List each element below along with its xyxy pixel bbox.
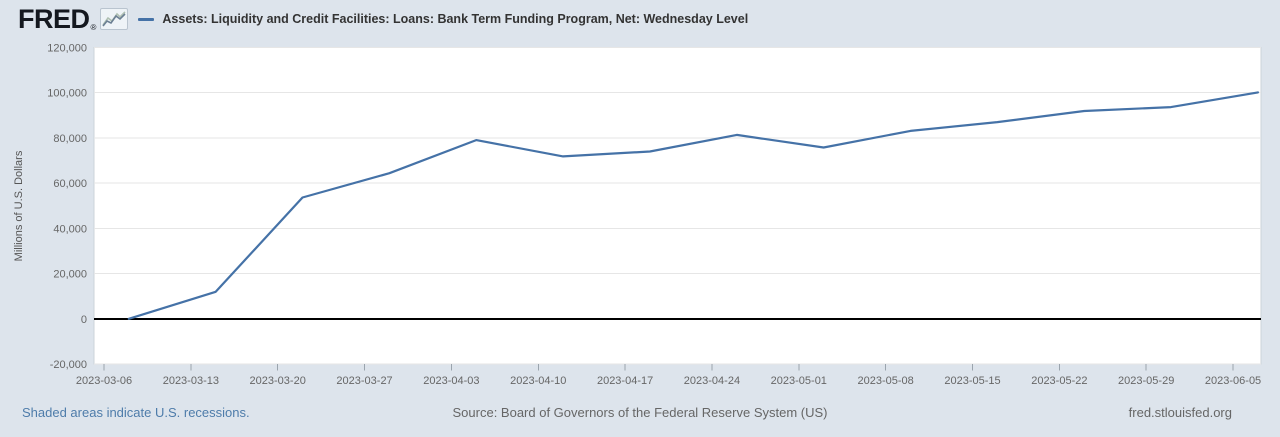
y-tick-label: 40,000: [53, 223, 87, 235]
x-tick-label: 2023-04-24: [684, 375, 740, 387]
plot-area[interactable]: [93, 47, 1262, 365]
fred-sparkline-icon: [100, 8, 129, 30]
x-tick-label: 2023-05-08: [858, 375, 914, 387]
x-tick-label: 2023-05-29: [1118, 375, 1174, 387]
y-tick-label: 60,000: [53, 178, 87, 190]
fred-logo[interactable]: FRED ®: [18, 3, 129, 34]
y-tick-label: -20,000: [50, 359, 87, 371]
y-tick-label: 100,000: [47, 88, 87, 100]
x-tick-label: 2023-03-27: [336, 375, 392, 387]
site-link[interactable]: fred.stlouisfed.org: [1128, 405, 1232, 420]
registered-trademark-symbol: ®: [90, 22, 97, 32]
x-tick-label: 2023-04-17: [597, 375, 653, 387]
legend-line-swatch: [138, 17, 155, 21]
x-tick-label: 2023-04-03: [423, 375, 479, 387]
header: FRED ® Assets: Liquidity and Credit Faci…: [0, 0, 1280, 38]
x-tick-label: 2023-05-22: [1031, 375, 1087, 387]
x-tick-label: 2023-04-10: [510, 375, 566, 387]
source-attribution: Source: Board of Governors of the Federa…: [452, 405, 828, 420]
x-tick-label: 2023-05-01: [771, 375, 827, 387]
y-tick-label: 20,000: [53, 269, 87, 281]
y-tick-label: 80,000: [53, 133, 87, 145]
y-tick-label: 0: [81, 314, 87, 326]
y-axis-title: Millions of U.S. Dollars: [13, 150, 25, 261]
x-tick-label: 2023-05-15: [944, 375, 1000, 387]
x-tick-label: 2023-03-13: [163, 375, 219, 387]
series-title-link[interactable]: Assets: Liquidity and Credit Facilities:…: [162, 12, 749, 26]
x-axis: 2023-03-06 2023-03-13 2023-03-20 2023-03-27…: [76, 364, 1261, 387]
x-tick-label: 2023-03-06: [76, 375, 132, 387]
recessions-note-link[interactable]: Shaded areas indicate U.S. recessions.: [22, 405, 250, 420]
x-tick-label: 2023-06-05: [1205, 375, 1261, 387]
x-tick-label: 2023-03-20: [250, 375, 306, 387]
fred-logo-text: FRED: [18, 3, 90, 34]
y-tick-label: 120,000: [47, 43, 87, 55]
y-axis: 120,000 100,000 80,000 60,000 40,000 20,000 0 -…: [47, 43, 87, 372]
footer: Shaded areas indicate U.S. recessions. S…: [0, 396, 1280, 437]
chart-legend: Assets: Liquidity and Credit Facilities:…: [138, 12, 748, 26]
series-line: [127, 91, 1259, 320]
